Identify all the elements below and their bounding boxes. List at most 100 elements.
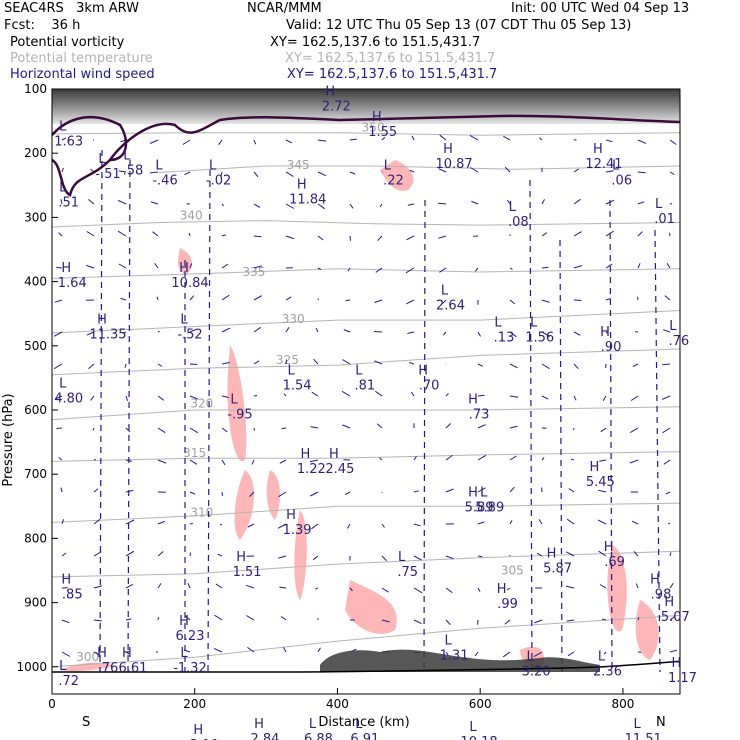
wind-arrow (413, 456, 417, 461)
wind-arrow (221, 395, 229, 398)
wind-arrow (470, 167, 479, 173)
extremum-high: H (593, 142, 603, 157)
extremum-value: .85 (62, 587, 83, 602)
wind-arrow (669, 552, 672, 557)
wind-arrow (157, 363, 163, 367)
wind-arrow (477, 454, 487, 461)
extremum-low: L (444, 633, 452, 648)
wind-arrow (189, 427, 199, 434)
extremum-value: .76 (98, 661, 119, 676)
wind-arrow (665, 491, 671, 495)
extremum-value: .13 (494, 331, 515, 346)
wind-arrow (438, 168, 447, 173)
wind-arrow (477, 331, 481, 337)
wind-arrow (632, 363, 639, 367)
extremum-high: H (600, 325, 610, 340)
model-title: SEAC4RS 3km ARW (4, 1, 140, 16)
wind-arrow (567, 651, 575, 657)
wind-arrow (413, 587, 423, 594)
wind-arrow (409, 362, 415, 365)
wind-arrow (406, 299, 415, 305)
wind-arrow (189, 263, 193, 269)
extremum-value: 10.18 (460, 735, 497, 740)
wind-arrow (157, 583, 162, 589)
wind-arrow (539, 137, 543, 141)
wind-arrow (217, 553, 223, 557)
extremum-high: H (97, 312, 107, 327)
wind-arrow (349, 587, 353, 592)
theta-label-325: 325 (276, 353, 299, 367)
wind-arrow (317, 139, 327, 142)
wind-arrow (184, 171, 191, 176)
wind-arrow (541, 266, 549, 269)
wind-arrow (573, 299, 582, 301)
wind-arrow (477, 424, 486, 429)
extremum-value: .72 (58, 674, 79, 689)
dashed-contour (423, 199, 426, 673)
extremum-low: L (398, 550, 406, 565)
wind-arrow (509, 267, 513, 270)
extremum-value: 6.88 (304, 732, 333, 740)
dashed-contour (654, 229, 661, 673)
wind-arrow (221, 203, 224, 207)
wind-arrow (125, 618, 132, 621)
wind-arrow (346, 523, 351, 529)
wind-arrow (279, 459, 287, 464)
wind-arrow (375, 267, 383, 273)
wind-arrow (285, 327, 290, 333)
theta-label-300: 300 (76, 650, 99, 664)
y-tick-label: 700 (24, 467, 47, 481)
x-tick-label: 600 (469, 697, 492, 711)
wind-arrow (60, 487, 63, 493)
theta-line-330 (52, 310, 680, 334)
wind-arrow (342, 424, 351, 429)
extremum-value: 1.63 (54, 135, 83, 150)
extremum-high: H (61, 261, 71, 276)
extremum-high: H (589, 460, 599, 475)
wind-arrow (249, 491, 255, 497)
wind-arrow (53, 363, 63, 370)
theta-label-315: 315 (183, 446, 206, 460)
theta-label-335: 335 (243, 265, 266, 279)
negative-pv-dashed-lines (99, 149, 661, 673)
extremum-low: L (59, 377, 67, 392)
field-name-theta: Potential temperature (10, 51, 153, 66)
wind-arrow (666, 263, 671, 269)
extremum-value: 1.22 (297, 462, 326, 477)
extremum-low: L (612, 158, 620, 173)
extremum-low: L (98, 152, 106, 167)
extremum-low: L (59, 659, 67, 674)
wind-arrow (661, 395, 671, 400)
wind-arrow (376, 423, 383, 429)
extremum-low: L (480, 486, 488, 501)
wind-arrow (315, 587, 319, 590)
extremum-high: H (329, 447, 339, 462)
extremum-value: .51 (58, 196, 79, 211)
field-xy-wind: XY= 162.5,137.6 to 151.5,431.7 (287, 67, 498, 82)
extremum-high: H (297, 178, 307, 193)
extremum-value: .06 (611, 173, 632, 188)
wind-arrow (411, 135, 415, 141)
wind-arrow (573, 331, 581, 336)
wind-arrow (285, 171, 294, 178)
wind-arrow (445, 587, 453, 594)
wind-arrow (317, 647, 321, 653)
wind-arrow (253, 203, 261, 208)
wind-arrow (61, 552, 67, 557)
wind-arrow (502, 651, 511, 658)
wind-arrow (410, 391, 415, 397)
theta-line-335 (52, 268, 680, 279)
pv-extrema-labels: L1.63L-.51L.58 L-.46L-.02L.51H11.84L.22H1… (54, 84, 697, 740)
extremum-value: .73 (469, 408, 490, 423)
wind-arrow (599, 459, 607, 462)
wind-arrow (605, 170, 614, 173)
extremum-value: 11.35 (89, 327, 126, 342)
extremum-low: L (355, 364, 363, 379)
wind-arrow (605, 298, 611, 301)
wind-arrow (86, 231, 95, 237)
wind-arrow (285, 203, 295, 209)
wind-arrow (534, 619, 543, 624)
y-tick-label: 300 (24, 210, 47, 224)
extremum-value: .99 (497, 597, 518, 612)
